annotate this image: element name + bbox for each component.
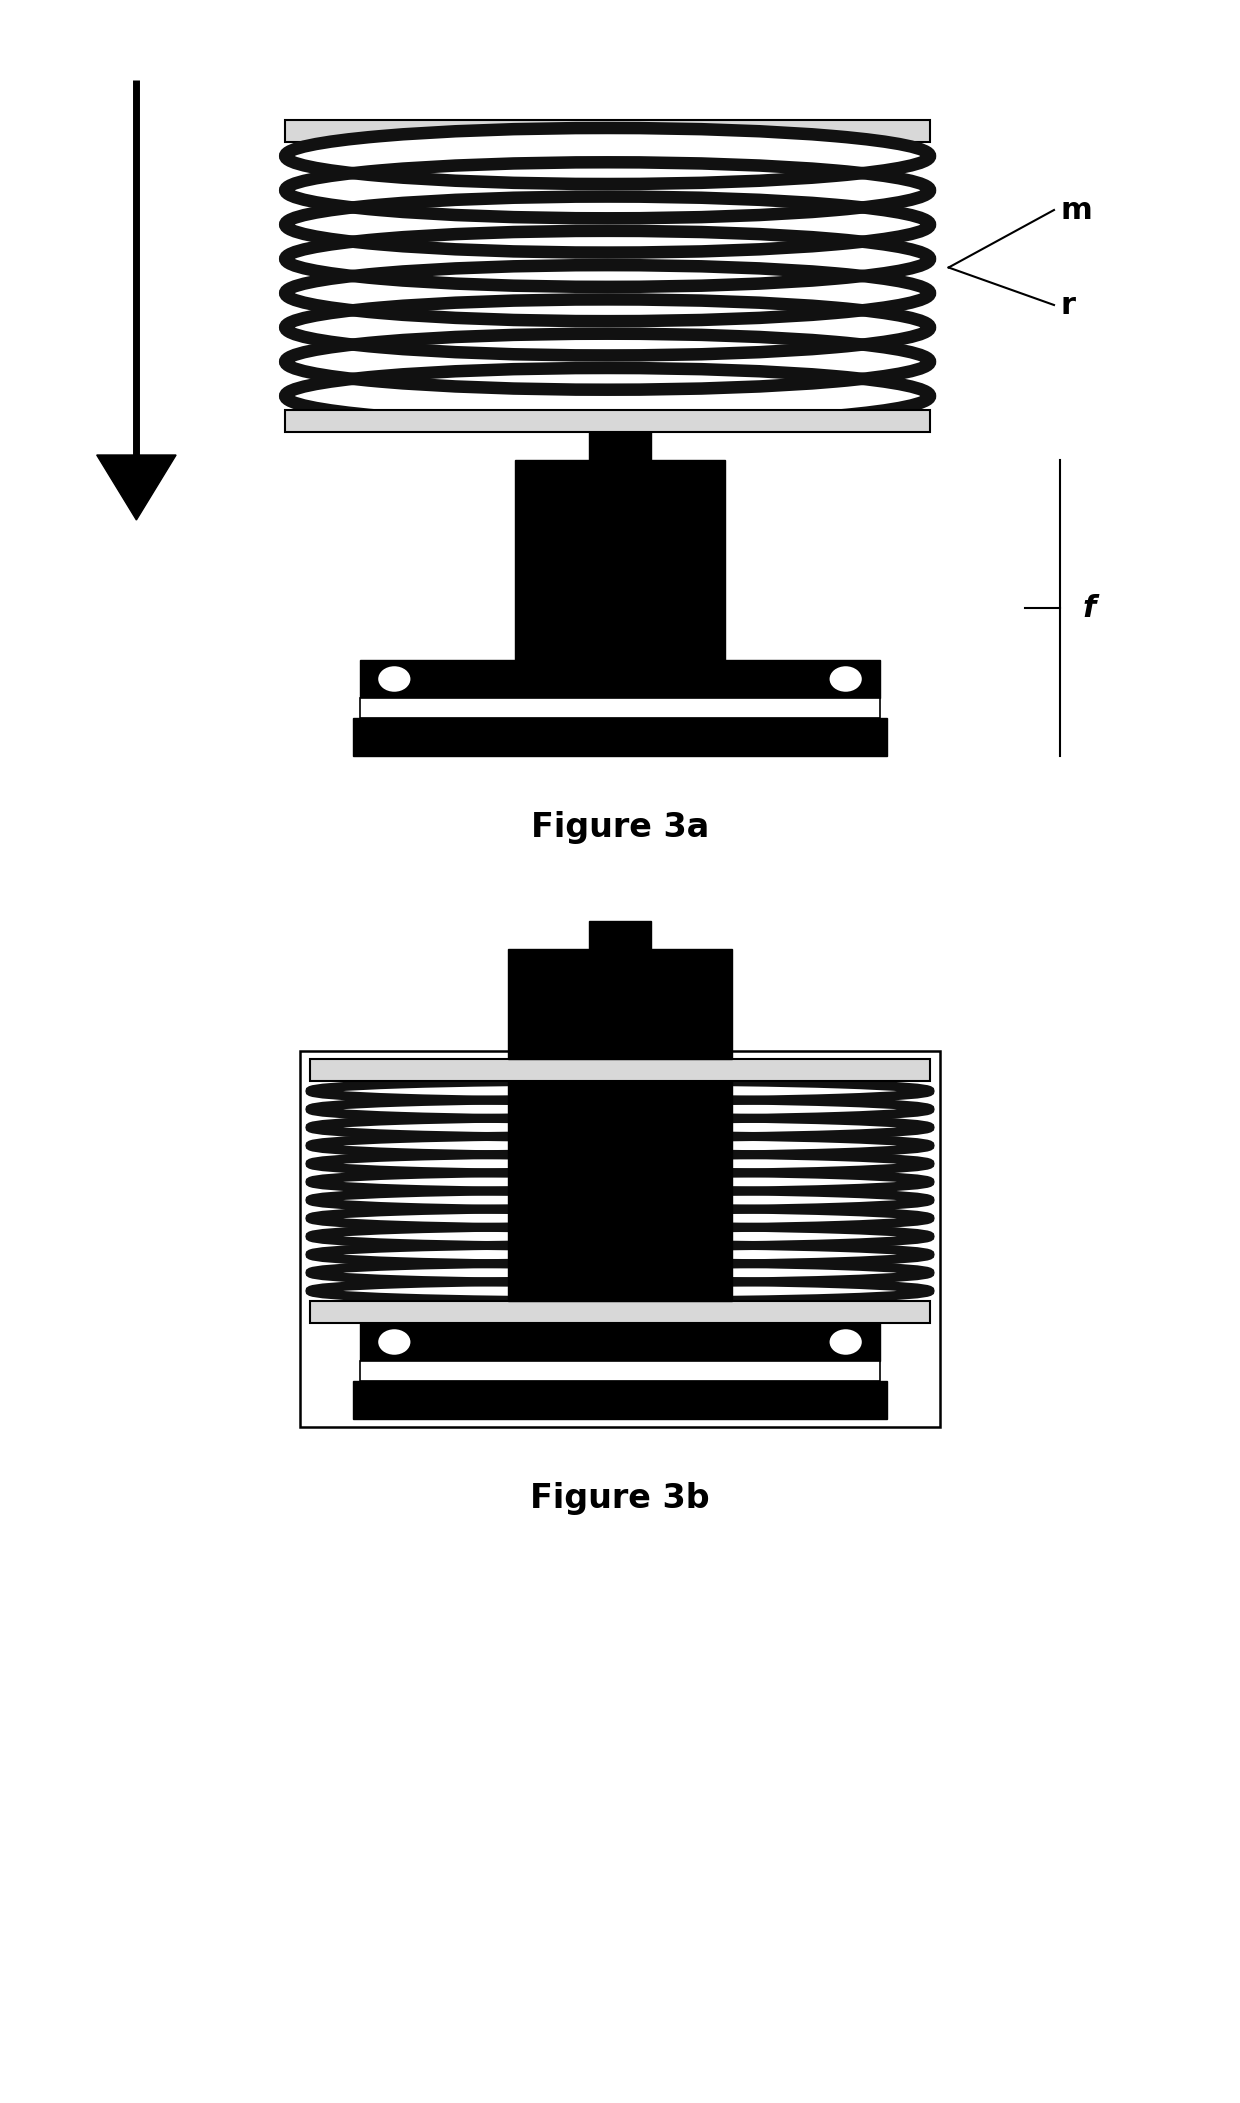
- Polygon shape: [285, 410, 930, 431]
- Polygon shape: [589, 921, 651, 948]
- Polygon shape: [285, 120, 930, 143]
- Ellipse shape: [285, 297, 930, 358]
- Polygon shape: [589, 431, 651, 461]
- Ellipse shape: [310, 1243, 930, 1266]
- Text: r: r: [1060, 290, 1075, 320]
- Text: Figure 3a: Figure 3a: [531, 812, 709, 843]
- Ellipse shape: [285, 330, 930, 393]
- Ellipse shape: [285, 227, 930, 290]
- Ellipse shape: [310, 1188, 930, 1211]
- Circle shape: [377, 1327, 412, 1356]
- Polygon shape: [508, 1081, 732, 1302]
- Polygon shape: [360, 660, 880, 698]
- Polygon shape: [515, 461, 725, 660]
- Circle shape: [828, 665, 863, 694]
- Ellipse shape: [310, 1115, 930, 1140]
- Ellipse shape: [310, 1152, 930, 1176]
- Ellipse shape: [310, 1224, 930, 1249]
- Polygon shape: [353, 1382, 887, 1420]
- Text: m: m: [1060, 196, 1092, 225]
- Ellipse shape: [310, 1260, 930, 1285]
- Polygon shape: [360, 1323, 880, 1361]
- Ellipse shape: [285, 126, 930, 187]
- Ellipse shape: [310, 1169, 930, 1195]
- Polygon shape: [310, 1060, 930, 1081]
- Ellipse shape: [310, 1279, 930, 1304]
- Polygon shape: [508, 948, 732, 1060]
- Text: f: f: [1083, 593, 1096, 622]
- Text: Figure 3b: Figure 3b: [531, 1483, 709, 1514]
- Ellipse shape: [310, 1134, 930, 1157]
- Polygon shape: [360, 1361, 880, 1382]
- Ellipse shape: [310, 1079, 930, 1104]
- Ellipse shape: [285, 366, 930, 427]
- Ellipse shape: [310, 1098, 930, 1121]
- Ellipse shape: [285, 160, 930, 221]
- Circle shape: [828, 1327, 863, 1356]
- Ellipse shape: [285, 263, 930, 324]
- Polygon shape: [360, 698, 880, 717]
- Ellipse shape: [285, 193, 930, 254]
- Polygon shape: [310, 1302, 930, 1323]
- Polygon shape: [353, 717, 887, 755]
- Circle shape: [377, 665, 412, 694]
- Ellipse shape: [310, 1207, 930, 1230]
- Polygon shape: [97, 454, 176, 519]
